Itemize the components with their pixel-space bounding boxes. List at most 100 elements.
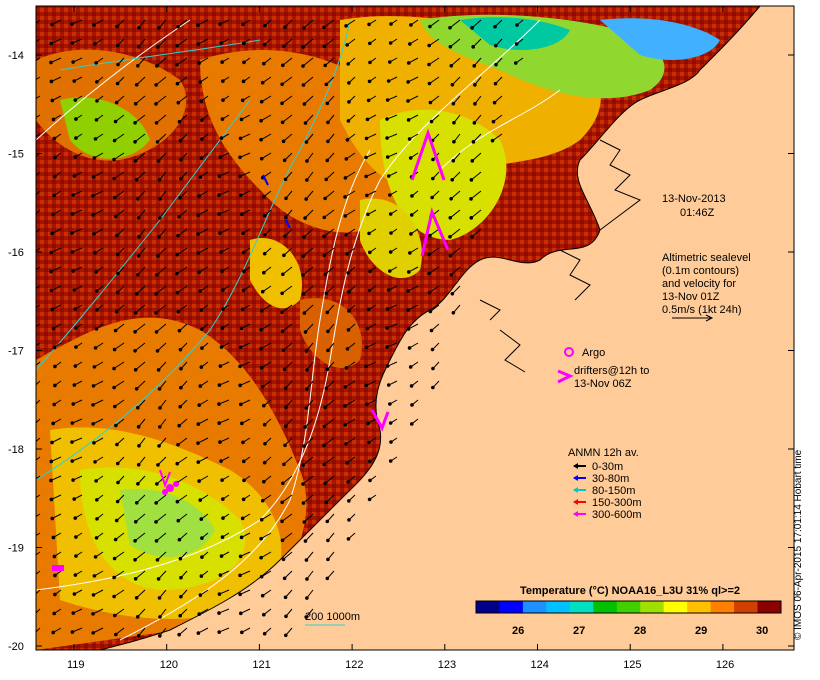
- velocity-arrow-head: [263, 232, 267, 237]
- velocity-arrow-head: [302, 444, 306, 448]
- velocity-arrow-head: [345, 252, 349, 256]
- colorbar-tick-label: 28: [634, 625, 646, 637]
- velocity-arrow-head: [280, 291, 284, 296]
- velocity-arrow: [430, 304, 440, 312]
- velocity-arrow-head: [91, 631, 95, 635]
- velocity-arrow-head: [53, 174, 57, 179]
- velocity-arrow-head: [427, 290, 432, 295]
- velocity-arrow: [261, 152, 272, 160]
- velocity-arrow: [323, 437, 335, 446]
- velocity-arrow-head: [301, 273, 305, 277]
- velocity-arrow-head: [74, 136, 78, 140]
- velocity-arrow-head: [156, 45, 160, 49]
- velocity-arrow-head: [52, 611, 57, 616]
- velocity-arrow-head: [262, 631, 267, 636]
- y-tick-label: -15: [8, 149, 24, 161]
- velocity-arrow: [177, 437, 188, 446]
- velocity-arrow-head: [280, 82, 284, 87]
- velocity-arrow-head: [73, 307, 78, 311]
- velocity-arrow-head: [217, 193, 221, 197]
- velocity-arrow: [344, 209, 356, 217]
- velocity-arrow: [36, 456, 41, 461]
- velocity-arrow-head: [113, 328, 118, 333]
- velocity-arrow: [492, 133, 503, 142]
- velocity-arrow-head: [133, 329, 137, 334]
- velocity-arrow-head: [73, 516, 78, 520]
- velocity-arrow-head: [220, 117, 225, 121]
- velocity-arrow-head: [259, 536, 263, 541]
- velocity-arrow-head: [92, 156, 97, 160]
- x-tick-label: 119: [67, 659, 85, 671]
- velocity-arrow-head: [240, 212, 244, 217]
- velocity-arrow-head: [51, 535, 56, 540]
- velocity-arrow: [260, 342, 272, 350]
- velocity-arrow: [197, 19, 209, 26]
- velocity-arrow-head: [31, 576, 34, 579]
- anmn-legend-label: 300-600m: [592, 509, 642, 521]
- velocity-arrow-head: [29, 519, 32, 522]
- velocity-arrow-head: [31, 367, 34, 370]
- velocity-arrow: [136, 76, 146, 86]
- velocity-arrow: [134, 323, 146, 333]
- velocity-arrow-head: [136, 272, 140, 277]
- velocity-arrow-head: [241, 459, 246, 464]
- velocity-arrow-head: [94, 536, 99, 540]
- velocity-arrow-head: [53, 155, 57, 160]
- velocity-arrow-head: [367, 250, 372, 255]
- velocity-arrow-head: [242, 269, 246, 274]
- velocity-arrow-head: [157, 216, 162, 220]
- velocity-arrow-head: [262, 422, 267, 427]
- velocity-arrow-head: [428, 100, 433, 105]
- altimetry-note-line: and velocity for: [662, 278, 736, 290]
- velocity-arrow: [450, 247, 461, 257]
- anmn-mooring-arrow: [262, 174, 269, 186]
- map-area: [29, 6, 794, 650]
- altimetry-note-line: 13-Nov 01Z: [662, 291, 720, 303]
- velocity-arrow: [429, 19, 440, 27]
- velocity-arrow: [50, 475, 62, 481]
- velocity-arrow-head: [428, 309, 433, 314]
- velocity-arrow-head: [385, 98, 390, 102]
- velocity-arrow-head: [452, 140, 456, 144]
- altimetry-note-line: 0.5m/s (1kt 24h): [662, 304, 741, 316]
- velocity-arrow-head: [427, 252, 432, 257]
- velocity-arrow-head: [154, 102, 158, 106]
- velocity-arrow-head: [364, 136, 369, 141]
- velocity-arrow-head: [113, 537, 118, 542]
- velocity-arrow-head: [385, 326, 389, 330]
- drifter-tracks: [159, 128, 450, 488]
- velocity-arrow-head: [49, 269, 53, 274]
- velocity-arrow-head: [197, 61, 201, 65]
- colorbar-segment: [569, 601, 594, 613]
- velocity-arrow: [36, 57, 41, 62]
- velocity-arrow-head: [49, 288, 54, 293]
- anmn-legend-label: 30-80m: [592, 473, 629, 485]
- velocity-arrow: [113, 361, 125, 369]
- velocity-arrow-head: [324, 177, 329, 182]
- velocity-arrow-head: [200, 137, 204, 141]
- velocity-arrow-head: [388, 421, 393, 425]
- velocity-arrow-head: [199, 99, 204, 103]
- colorbar-segment: [593, 601, 618, 613]
- velocity-arrow: [449, 209, 461, 219]
- velocity-arrow: [282, 532, 293, 541]
- velocity-arrow: [302, 456, 314, 466]
- velocity-arrow: [156, 532, 167, 542]
- velocity-arrow-head: [238, 592, 242, 597]
- velocity-arrow: [155, 285, 167, 295]
- velocity-arrow: [36, 418, 41, 424]
- velocity-arrow-head: [406, 61, 411, 65]
- y-tick-label: -20: [8, 641, 24, 653]
- velocity-arrow-head: [221, 98, 225, 102]
- velocity-arrow-head: [136, 481, 140, 486]
- velocity-arrow-head: [448, 26, 452, 30]
- velocity-arrow-head: [427, 81, 432, 86]
- velocity-arrow-head: [157, 596, 162, 600]
- velocity-arrow-head: [470, 26, 474, 30]
- velocity-arrow-head: [239, 535, 244, 540]
- velocity-arrow-head: [388, 459, 393, 463]
- drifters-label-line: 13-Nov 06Z: [574, 378, 632, 390]
- velocity-arrow-head: [325, 519, 330, 524]
- velocity-arrow: [136, 494, 146, 504]
